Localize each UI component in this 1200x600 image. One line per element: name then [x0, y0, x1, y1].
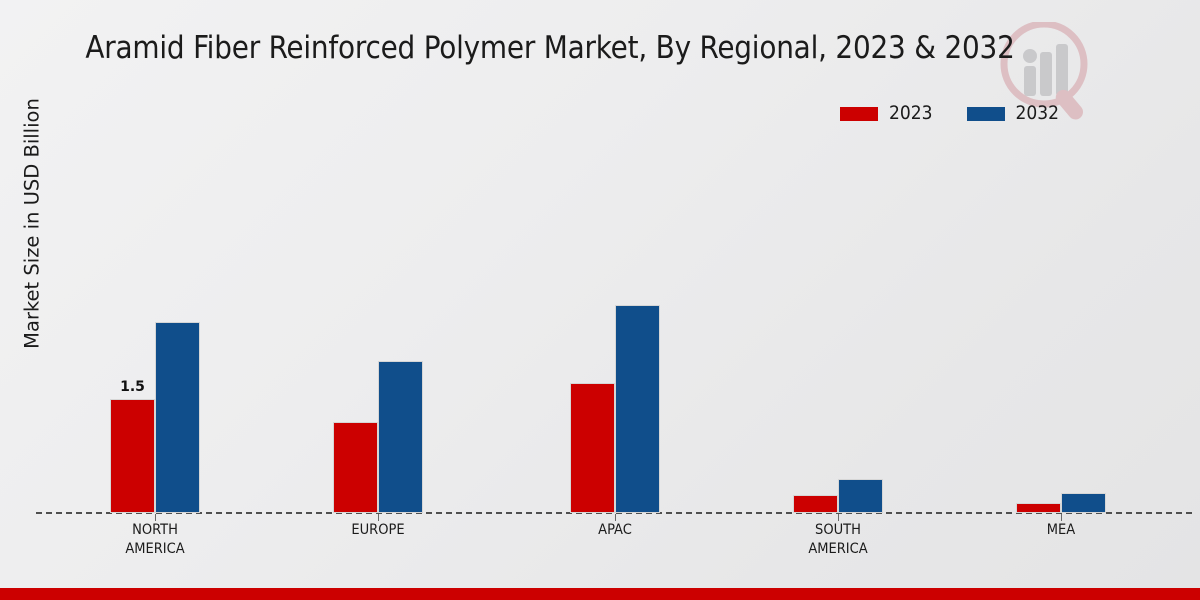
chart-legend: 2023 2032 [840, 104, 1059, 123]
x-tick-mea [1061, 514, 1062, 521]
x-label-north-america-line2: AMERICA [125, 541, 185, 558]
x-label-apac-line1: APAC [598, 522, 632, 538]
bar-europe-2023[interactable] [333, 422, 378, 513]
legend-label-2032: 2032 [1015, 102, 1060, 124]
x-tick-europe [378, 514, 379, 521]
x-label-apac: APAC [525, 521, 705, 540]
bar-value-north-america-2023: 1.5 [120, 379, 145, 395]
page-title: Aramid Fiber Reinforced Polymer Market, … [85, 30, 1015, 66]
x-tick-apac [615, 514, 616, 521]
legend-swatch-2023 [840, 106, 878, 121]
x-label-south-america-line2: AMERICA [808, 541, 868, 558]
bar-north-america-2023[interactable] [110, 399, 155, 513]
x-label-south-america: SOUTH AMERICA [748, 521, 928, 559]
x-label-north-america-line1: NORTH [132, 522, 178, 538]
x-label-north-america: NORTH AMERICA [65, 521, 245, 559]
bar-south-america-2032[interactable] [838, 479, 883, 513]
x-label-south-america-line1: SOUTH [815, 522, 861, 538]
footer-accent-bar [0, 588, 1200, 600]
legend-label-2023: 2023 [889, 102, 933, 124]
legend-swatch-2032 [966, 106, 1005, 121]
x-label-mea: MEA [971, 521, 1151, 540]
x-label-europe: EUROPE [288, 521, 468, 540]
legend-item-2032[interactable]: 2032 [966, 102, 1060, 124]
bar-mea-2023[interactable] [1016, 503, 1061, 513]
bar-europe-2032[interactable] [378, 361, 423, 513]
bar-north-america-2032[interactable] [155, 322, 200, 513]
x-label-europe-line1: EUROPE [351, 522, 405, 538]
x-tick-south-america [838, 514, 839, 521]
legend-item-2023[interactable]: 2023 [840, 104, 933, 123]
x-tick-north-america [155, 514, 156, 521]
x-label-mea-line1: MEA [1046, 522, 1076, 538]
x-axis-baseline [36, 512, 1192, 514]
bar-mea-2032[interactable] [1061, 493, 1106, 513]
bar-apac-2023[interactable] [570, 383, 615, 513]
bar-south-america-2023[interactable] [793, 495, 838, 513]
bar-apac-2032[interactable] [615, 305, 660, 513]
